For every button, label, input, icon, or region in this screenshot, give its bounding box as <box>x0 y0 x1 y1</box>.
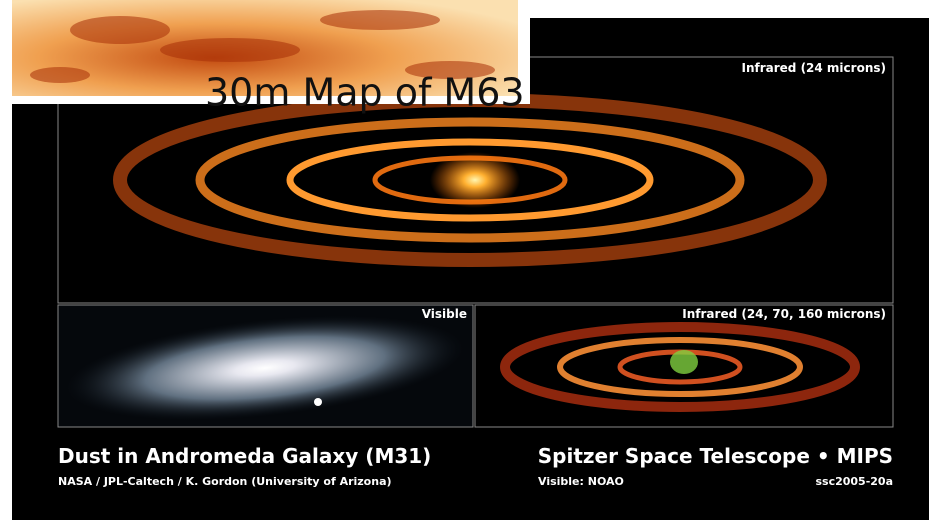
caption-instrument: Spitzer Space Telescope • MIPS <box>538 444 893 468</box>
panel-label: Infrared (24 microns) <box>742 61 887 75</box>
panel-label: Infrared (24, 70, 160 microns) <box>682 307 886 321</box>
caption-id: ssc2005-20a <box>815 475 893 488</box>
multiband-galaxy <box>505 327 855 407</box>
overlay-title: 30m Map of M63 <box>205 71 525 115</box>
caption-credit: NASA / JPL-Caltech / K. Gordon (Universi… <box>58 475 392 488</box>
panel-label: Visible <box>422 307 467 321</box>
caption-title: Dust in Andromeda Galaxy (M31) <box>58 444 431 468</box>
caption-visible-credit: Visible: NOAO <box>538 475 624 488</box>
white-strip <box>525 0 929 8</box>
page: Infrared (24 microns) Visible Infrared (… <box>0 0 929 520</box>
